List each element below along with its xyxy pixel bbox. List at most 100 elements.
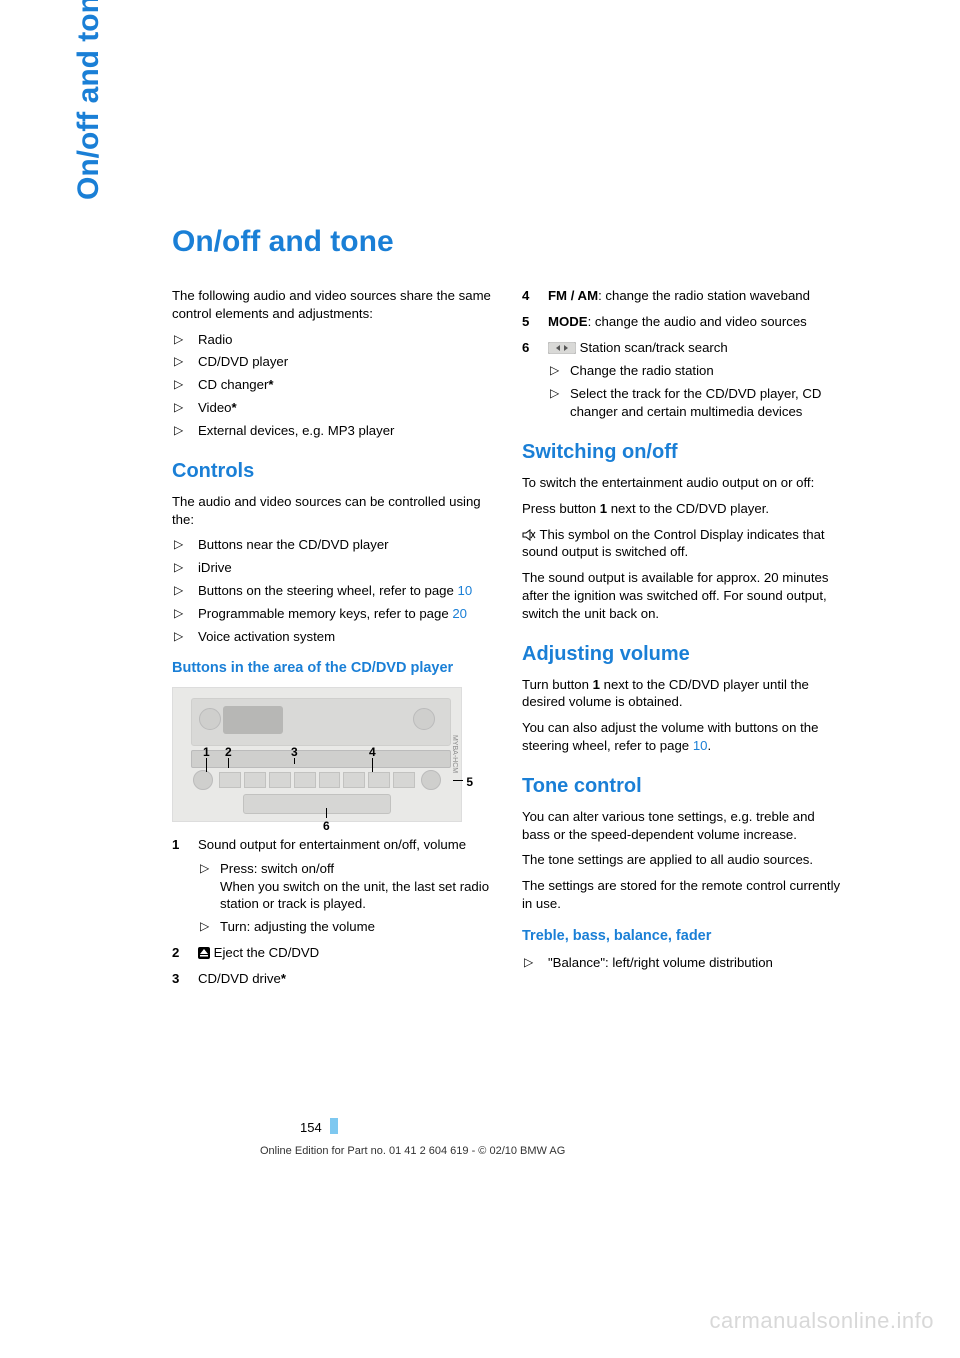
item-label: FM / AM <box>548 288 598 303</box>
text-fragment: Press button <box>522 501 600 516</box>
numbered-item: 6 Station scan/track search Change the r… <box>522 339 844 421</box>
list-item: CD changer* <box>172 376 494 394</box>
item-text: CD/DVD drive <box>198 971 281 986</box>
list-item-label: Radio <box>198 332 232 347</box>
controls-intro: The audio and video sources can be contr… <box>172 493 494 529</box>
item-text: Sound output for entertainment on/off, v… <box>198 837 466 852</box>
body-text: This symbol on the Control Display indic… <box>522 526 844 562</box>
body-text: The sound output is available for approx… <box>522 569 844 622</box>
text-fragment: Turn button <box>522 677 593 692</box>
list-item-label: CD changer <box>198 377 268 392</box>
content-area: On/off and tone The following audio and … <box>172 225 847 996</box>
numbered-item: 5 MODE: change the audio and video sourc… <box>522 313 844 331</box>
button-ref: 1 <box>600 501 607 516</box>
list-item: Turn: adjusting the volume <box>198 918 494 936</box>
footer-text: Online Edition for Part no. 01 41 2 604 … <box>260 1145 565 1157</box>
item-number: 5 <box>522 313 529 331</box>
watermark: carmanualsonline.info <box>709 1308 934 1334</box>
scan-icon <box>548 340 576 355</box>
eject-icon <box>198 945 210 960</box>
numbered-item: 4 FM / AM: change the radio station wave… <box>522 287 844 305</box>
list-item: External devices, e.g. MP3 player <box>172 422 494 440</box>
item-text: : change the radio station waveband <box>598 288 810 303</box>
cd-dvd-diagram: MYBA-HCM 1 2 3 4 5 6 <box>172 687 462 822</box>
treble-list: "Balance": left/right volume distributio… <box>522 954 844 972</box>
controls-heading: Controls <box>172 458 494 485</box>
diagram-knob <box>193 770 213 790</box>
body-text: To switch the entertainment audio output… <box>522 474 844 492</box>
list-item-label: External devices, e.g. MP3 player <box>198 423 394 438</box>
buttons-heading: Buttons in the area of the CD/DVD player <box>172 659 494 679</box>
diagram-display <box>223 706 283 734</box>
diagram-knob <box>421 770 441 790</box>
page-number: 154 <box>300 1120 322 1135</box>
left-column: The following audio and video sources sh… <box>172 287 494 996</box>
diagram-lower-panel <box>243 794 391 814</box>
page-link[interactable]: 10 <box>458 583 473 598</box>
list-item: Select the track for the CD/DVD player, … <box>548 385 844 421</box>
numbered-item: 1 Sound output for entertainment on/off,… <box>172 836 494 936</box>
list-item: Voice activation system <box>172 628 494 646</box>
list-item-label: Video <box>198 400 232 415</box>
list-item-label: Buttons near the CD/DVD player <box>198 537 389 552</box>
text-fragment: This symbol on the Control Display indic… <box>522 527 825 560</box>
page-number-bar <box>330 1118 338 1134</box>
list-item: Video* <box>172 399 494 417</box>
switching-heading: Switching on/off <box>522 439 844 466</box>
item-number: 1 <box>172 836 179 854</box>
body-text: Press button 1 next to the CD/DVD player… <box>522 500 844 518</box>
text-fragment: You can also adjust the volume with butt… <box>522 720 818 753</box>
button-ref: 1 <box>593 677 600 692</box>
text-fragment: next to the CD/DVD player. <box>607 501 769 516</box>
side-tab-label: On/off and tone <box>72 0 108 200</box>
sub-list: Change the radio station Select the trac… <box>548 362 844 420</box>
callout-5: 5 <box>466 774 473 790</box>
right-column: 4 FM / AM: change the radio station wave… <box>522 287 844 996</box>
list-item: Buttons near the CD/DVD player <box>172 536 494 554</box>
diagram-id: MYBA-HCM <box>449 688 459 821</box>
item-text: Station scan/track search <box>580 340 728 355</box>
page-link[interactable]: 20 <box>452 606 467 621</box>
body-text: The settings are stored for the remote c… <box>522 877 844 913</box>
list-item: Programmable memory keys, refer to page … <box>172 605 494 623</box>
page-title: On/off and tone <box>172 225 847 259</box>
right-numbered-list: 4 FM / AM: change the radio station wave… <box>522 287 844 421</box>
page: On/off and tone On/off and tone The foll… <box>0 0 960 1358</box>
item-number: 4 <box>522 287 529 305</box>
treble-heading: Treble, bass, balance, fader <box>522 927 844 947</box>
list-item: "Balance": left/right volume distributio… <box>522 954 844 972</box>
list-item-label: CD/DVD player <box>198 354 288 369</box>
item-number: 2 <box>172 944 179 962</box>
mute-icon <box>522 527 536 542</box>
intro-text: The following audio and video sources sh… <box>172 287 494 323</box>
list-item: Change the radio station <box>548 362 844 380</box>
asterisk-icon: * <box>232 400 237 415</box>
list-item: iDrive <box>172 559 494 577</box>
list-item-label: Buttons on the steering wheel, refer to … <box>198 583 458 598</box>
list-item-label: iDrive <box>198 560 232 575</box>
item-text: : change the audio and video sources <box>588 314 807 329</box>
diagram-button-row <box>219 772 415 788</box>
list-item: CD/DVD player <box>172 353 494 371</box>
body-text: You can also adjust the volume with butt… <box>522 719 844 755</box>
asterisk-icon: * <box>281 971 286 986</box>
body-text: Turn button 1 next to the CD/DVD player … <box>522 676 844 712</box>
diagram-knob <box>199 708 221 730</box>
volume-heading: Adjusting volume <box>522 641 844 668</box>
list-item-label: Voice activation system <box>198 629 335 644</box>
callout-6: 6 <box>323 818 330 834</box>
list-item-label: Programmable memory keys, refer to page <box>198 606 452 621</box>
page-link[interactable]: 10 <box>693 738 708 753</box>
text-fragment: . <box>707 738 711 753</box>
list-item: Radio <box>172 331 494 349</box>
numbered-item: 2 Eject the CD/DVD <box>172 944 494 962</box>
asterisk-icon: * <box>268 377 273 392</box>
list-item: Buttons on the steering wheel, refer to … <box>172 582 494 600</box>
tone-heading: Tone control <box>522 773 844 800</box>
diagram-knob <box>413 708 435 730</box>
body-text: The tone settings are applied to all aud… <box>522 851 844 869</box>
columns: The following audio and video sources sh… <box>172 287 847 996</box>
sub-list: Press: switch on/off When you switch on … <box>198 860 494 936</box>
item-number: 6 <box>522 339 529 357</box>
item-label: MODE <box>548 314 588 329</box>
